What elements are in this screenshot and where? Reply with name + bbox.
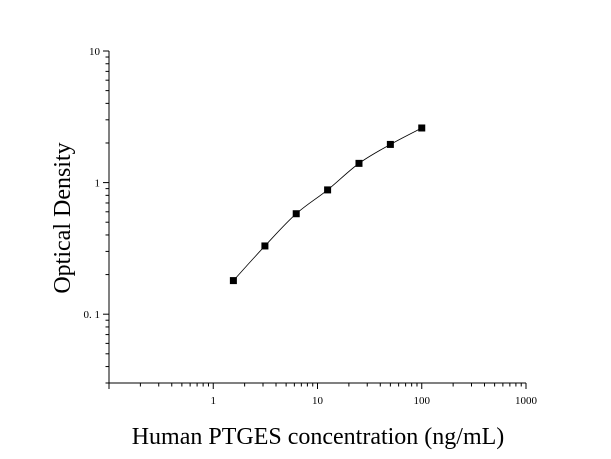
axes xyxy=(103,50,527,389)
data-point xyxy=(324,186,332,194)
fit-curve xyxy=(233,127,422,281)
y-tick-labels: 0. 1 1 10 xyxy=(84,46,101,321)
data-point xyxy=(418,124,426,132)
x-tick-label: 1 xyxy=(211,395,217,407)
data-point xyxy=(292,210,300,218)
data-point xyxy=(229,277,237,285)
x-tick-labels: 1 10 100 1000 xyxy=(211,395,538,407)
x-tick-label: 10 xyxy=(312,395,324,407)
y-tick-label: 0. 1 xyxy=(84,309,101,321)
y-axis-title: Optical Density xyxy=(50,142,76,293)
y-tick-label: 10 xyxy=(89,46,101,58)
data-point xyxy=(261,242,269,250)
x-axis-title: Human PTGES concentration (ng/mL) xyxy=(132,424,505,450)
y-tick-label: 1 xyxy=(95,178,101,190)
x-tick-label: 1000 xyxy=(515,395,538,407)
data-point xyxy=(386,140,394,148)
data-points-layer xyxy=(229,124,426,285)
x-tick-label: 100 xyxy=(414,395,431,407)
data-point xyxy=(355,159,363,167)
fit-curve-layer xyxy=(233,127,422,281)
